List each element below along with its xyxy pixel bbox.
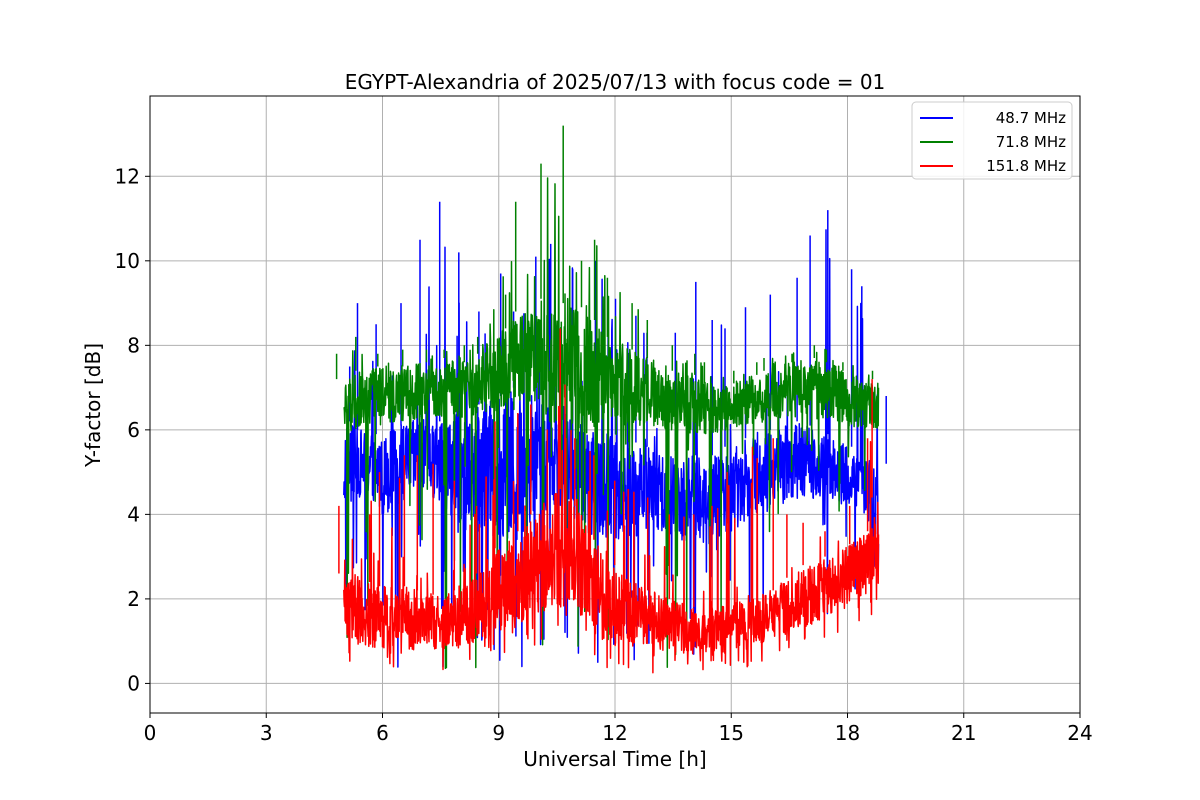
x-tick-label: 24 (1067, 721, 1092, 745)
series-line (335, 125, 880, 670)
y-tick-label: 6 (127, 418, 140, 442)
legend-box (911, 101, 1073, 180)
x-tick-label: 3 (260, 721, 273, 745)
legend-entry: 151.8 MHz (986, 157, 1066, 175)
y-tick-label: 4 (127, 502, 140, 526)
series-line (338, 328, 880, 674)
x-axis: 0 3 6 9 12 15 18 21 24 (144, 713, 1093, 745)
x-tick-label: 0 (144, 721, 157, 745)
legend-entry: 48.7 MHz (996, 109, 1066, 127)
x-tick-label: 18 (835, 721, 860, 745)
y-axis-label: Y-factor [dB] (81, 343, 105, 468)
x-tick-label: 21 (951, 721, 976, 745)
y-axis: 0 2 4 6 8 10 12 (115, 164, 150, 695)
x-tick-label: 15 (719, 721, 744, 745)
legend: 48.7 MHz 71.8 MHz 151.8 MHz (911, 101, 1073, 180)
x-axis-label: Universal Time [h] (523, 747, 706, 771)
plot-series (335, 125, 887, 674)
y-tick-label: 12 (115, 164, 140, 188)
x-tick-label: 9 (492, 721, 505, 745)
x-tick-label: 6 (376, 721, 389, 745)
x-tick-label: 12 (602, 721, 627, 745)
y-tick-label: 2 (127, 587, 140, 611)
y-tick-label: 0 (127, 671, 140, 695)
legend-entry: 71.8 MHz (996, 133, 1066, 151)
y-tick-label: 8 (127, 333, 140, 357)
chart-title: EGYPT-Alexandria of 2025/07/13 with focu… (345, 70, 886, 94)
y-tick-label: 10 (115, 249, 140, 273)
